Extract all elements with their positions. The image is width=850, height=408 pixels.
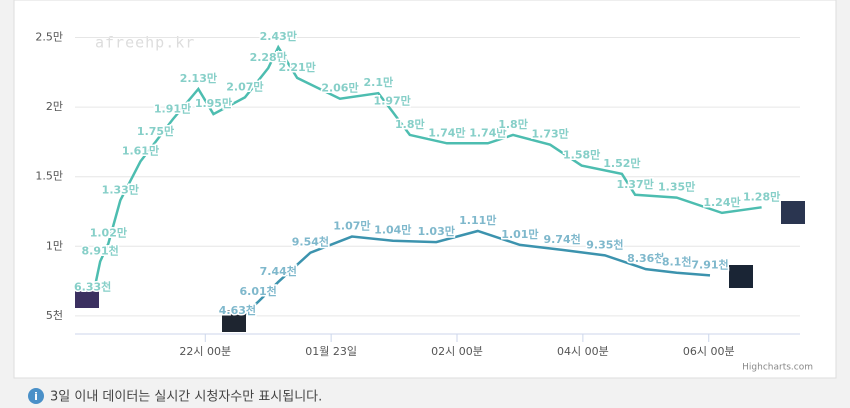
data-label: 1.95만 bbox=[195, 96, 232, 110]
info-icon-text: i bbox=[34, 390, 38, 403]
data-label: 2.13만 bbox=[180, 71, 217, 85]
data-label: 1.37만 bbox=[616, 177, 653, 191]
avatar bbox=[222, 310, 246, 332]
data-label: 2.43만 bbox=[260, 29, 297, 43]
data-label: 9.74천 bbox=[543, 232, 580, 246]
data-label: 2.28만 bbox=[250, 50, 287, 64]
data-label: 1.74만 bbox=[469, 125, 506, 139]
data-label: 1.02만 bbox=[90, 226, 127, 240]
data-label: 8.36천 bbox=[627, 251, 664, 265]
data-label: 1.07만 bbox=[333, 219, 370, 233]
data-label: 1.91만 bbox=[154, 102, 191, 116]
y-tick-label: 1만 bbox=[46, 239, 63, 252]
y-tick-label: 5천 bbox=[46, 308, 63, 322]
data-label: 1.24만 bbox=[703, 195, 740, 209]
data-label: 1.8만 bbox=[498, 117, 528, 131]
data-label: 8.91천 bbox=[82, 243, 119, 257]
avatar bbox=[781, 201, 805, 224]
watermark: afreehp.kr bbox=[95, 34, 195, 52]
y-tick-label: 2.5만 bbox=[35, 30, 63, 43]
y-tick-label: 1.5만 bbox=[35, 170, 63, 183]
data-label: 7.91천 bbox=[691, 257, 728, 271]
data-label: 9.54천 bbox=[292, 235, 329, 249]
info-icon bbox=[28, 388, 44, 404]
data-label: 8.1천 bbox=[662, 255, 692, 269]
data-label: 2.1만 bbox=[364, 75, 394, 89]
data-label: 1.28만 bbox=[743, 189, 780, 203]
data-label: 1.52만 bbox=[603, 156, 640, 170]
x-tick-label: 06시 00분 bbox=[683, 345, 735, 358]
data-label: 1.58만 bbox=[563, 148, 600, 162]
x-tick-label: 02시 00분 bbox=[431, 345, 483, 358]
data-label: 1.8만 bbox=[395, 117, 425, 131]
chart-panel bbox=[13, 0, 837, 379]
data-label: 1.73만 bbox=[532, 127, 569, 141]
data-label: 1.11만 bbox=[459, 213, 496, 227]
data-label: 1.74만 bbox=[428, 125, 465, 139]
data-label: 1.01만 bbox=[501, 227, 538, 241]
data-label: 1.03만 bbox=[418, 224, 455, 238]
data-label: 6.33천 bbox=[74, 279, 111, 293]
data-label: 1.04만 bbox=[374, 223, 411, 237]
avatar bbox=[75, 288, 99, 308]
data-label: 7.44천 bbox=[260, 264, 297, 278]
footnote: 3일 이내 데이터는 실시간 시청자수만 표시됩니다. bbox=[50, 390, 322, 405]
x-tick-label: 04시 00분 bbox=[557, 345, 609, 358]
x-tick-label: 22시 00분 bbox=[179, 345, 231, 358]
data-label: 4.63천 bbox=[219, 303, 256, 317]
data-label: 6.01천 bbox=[240, 284, 277, 298]
data-label: 9.35천 bbox=[586, 237, 623, 251]
avatar bbox=[729, 265, 753, 288]
data-label: 1.75만 bbox=[137, 124, 174, 138]
data-label: 2.07만 bbox=[226, 79, 263, 93]
credits: Highcharts.com bbox=[742, 363, 813, 373]
x-tick-label: 01월 23일 bbox=[305, 344, 357, 358]
data-label: 2.21만 bbox=[279, 60, 316, 74]
data-label: 1.33만 bbox=[102, 182, 139, 196]
data-label: 1.35만 bbox=[658, 180, 695, 194]
series-line bbox=[236, 229, 711, 322]
data-label: 2.06만 bbox=[321, 81, 358, 95]
data-label: 1.97만 bbox=[374, 93, 411, 107]
data-label: 1.61만 bbox=[122, 143, 159, 157]
y-tick-label: 2만 bbox=[46, 100, 63, 113]
series-line bbox=[91, 44, 762, 298]
